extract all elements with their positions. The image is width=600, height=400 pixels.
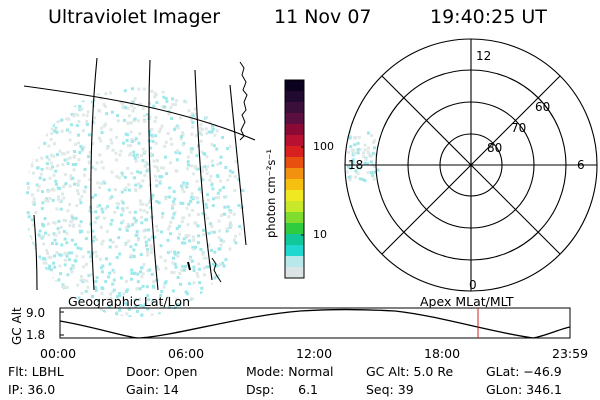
status-gc-alt: GC Alt: 5.0 Re bbox=[366, 364, 454, 379]
altitude-ylabel: GC Alt bbox=[10, 307, 24, 345]
mlt-label-0: 0 bbox=[469, 278, 477, 292]
mlat-label-60: 60 bbox=[535, 100, 550, 114]
mlat-label-70: 70 bbox=[511, 121, 526, 135]
status-glon: GLon: 346.1 bbox=[486, 382, 562, 397]
coastline bbox=[211, 61, 248, 283]
geo-panel-title: Geographic Lat/Lon bbox=[68, 294, 190, 309]
colorbar-tick-100: 100 bbox=[313, 140, 334, 153]
polar-panel-title: Apex MLat/MLT bbox=[420, 294, 514, 309]
time-tick-1800: 18:00 bbox=[424, 346, 461, 361]
geo-grid-lines bbox=[23, 57, 256, 291]
polar-plot: 12 18 6 0 60 70 80 bbox=[344, 38, 598, 292]
time-tick-0000: 00:00 bbox=[40, 346, 77, 361]
status-seq: Seq: 39 bbox=[366, 382, 414, 397]
date-label: 11 Nov 07 bbox=[274, 6, 372, 28]
mlt-label-18: 18 bbox=[348, 158, 363, 172]
colorbar: photon cm⁻²s⁻¹ bbox=[264, 79, 305, 279]
altitude-plot: GC Alt bbox=[10, 307, 571, 345]
status-mode: Mode: Normal bbox=[246, 364, 334, 379]
mlt-label-6: 6 bbox=[577, 158, 585, 172]
time-tick-2359: 23:59 bbox=[552, 346, 589, 361]
geographic-image-panel bbox=[23, 57, 256, 317]
status-glat: GLat: −46.9 bbox=[486, 364, 562, 379]
colorbar-unit-label: photon cm⁻²s⁻¹ bbox=[264, 149, 278, 238]
alt-tick-1_8: 1.8 bbox=[26, 328, 46, 342]
time-tick-0600: 06:00 bbox=[168, 346, 205, 361]
status-ip: IP: 36.0 bbox=[8, 382, 56, 397]
mlat-label-80: 80 bbox=[487, 141, 502, 155]
status-filter: Flt: LBHL bbox=[8, 364, 64, 379]
alt-tick-9: 9.0 bbox=[26, 306, 46, 320]
mlt-label-12: 12 bbox=[476, 49, 491, 63]
time-label: 19:40:25 UT bbox=[430, 6, 547, 28]
instrument-title: Ultraviolet Imager bbox=[48, 6, 221, 28]
colorbar-tick-10: 10 bbox=[313, 228, 327, 241]
altitude-curve bbox=[59, 308, 571, 339]
status-dsp: Dsp: 6.1 bbox=[246, 382, 319, 397]
status-door: Door: Open bbox=[126, 364, 198, 379]
time-tick-1200: 12:00 bbox=[296, 346, 333, 361]
status-gain: Gain: 14 bbox=[126, 382, 179, 397]
